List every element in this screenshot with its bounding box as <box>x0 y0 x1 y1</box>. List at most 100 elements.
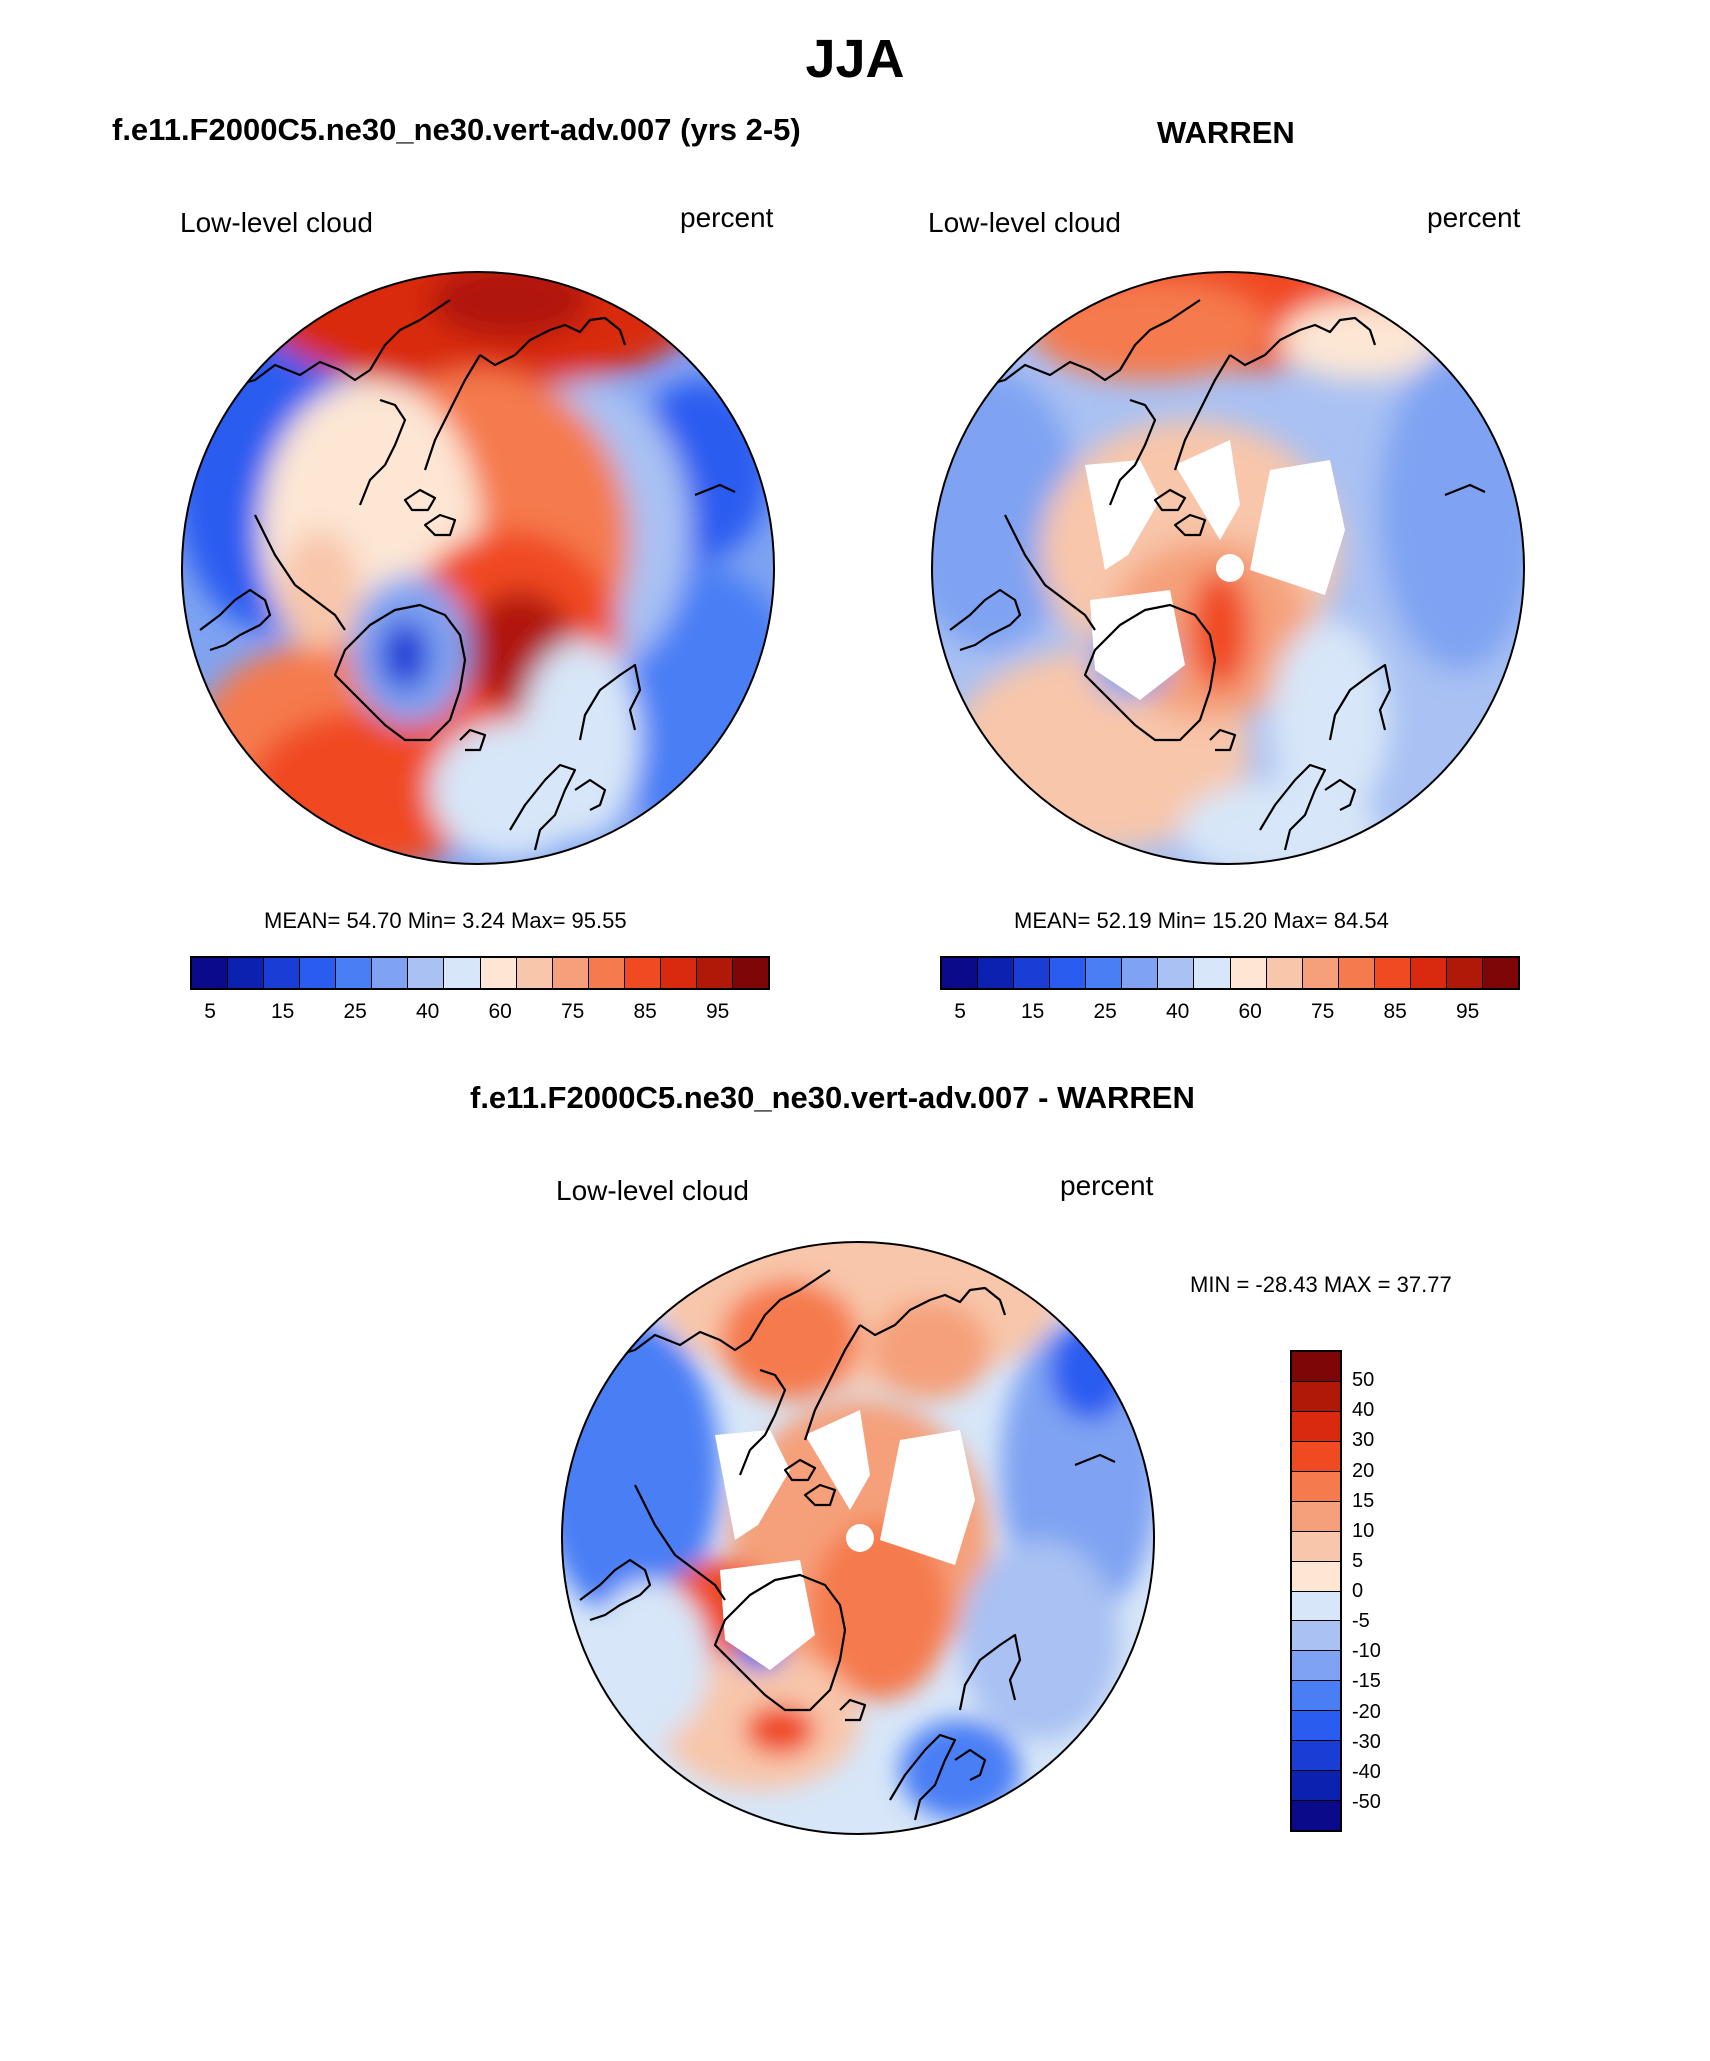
colorbar-tick-label: 25 <box>1093 1000 1117 1023</box>
colorbar-box <box>1086 958 1123 988</box>
colorbar-box <box>1050 958 1087 988</box>
colorbar-box <box>1292 1471 1340 1502</box>
colorbar-box <box>300 958 337 988</box>
panel-diff-stats: MIN = -28.43 MAX = 37.77 <box>1190 1272 1452 1297</box>
colorbar-obs <box>940 956 1520 990</box>
colorbar-box <box>336 958 373 988</box>
colorbar-tick-label: 10 <box>1352 1519 1375 1542</box>
colorbar-box <box>624 958 661 988</box>
colorbar-box <box>552 958 589 988</box>
colorbar-box <box>1230 958 1267 988</box>
colorbar-tick-label: 60 <box>1238 1000 1262 1023</box>
panel-model-variable: Low-level cloud <box>180 207 373 238</box>
colorbar-tick-label: 0 <box>1352 1580 1364 1602</box>
colorbar-box <box>228 958 265 988</box>
panel-obs-title: WARREN <box>1157 115 1295 150</box>
colorbar-tick-label: 50 <box>1352 1369 1375 1392</box>
map-obs <box>931 271 1525 865</box>
panel-obs-stats: MEAN= 52.19 Min= 15.20 Max= 84.54 <box>1014 908 1389 933</box>
colorbar-box <box>1292 1441 1340 1472</box>
colorbar-box <box>264 958 301 988</box>
colorbar-tick-label: 95 <box>705 1000 730 1023</box>
colorbar-tick-label: 40 <box>1165 1000 1190 1023</box>
colorbar-box <box>660 958 697 988</box>
colorbar-box <box>1158 958 1195 988</box>
colorbar-box <box>516 958 553 988</box>
colorbar-tick-label: 30 <box>1352 1429 1375 1452</box>
colorbar-tick-label: 60 <box>488 1000 512 1023</box>
colorbar-box <box>1292 1411 1340 1442</box>
colorbar-diff <box>1290 1350 1342 1832</box>
colorbar-tick-label: -20 <box>1352 1700 1381 1723</box>
colorbar-tick-label: 5 <box>1352 1549 1364 1572</box>
colorbar-box <box>1302 958 1339 988</box>
colorbar-box <box>1292 1621 1340 1652</box>
colorbar-tick-label: 85 <box>633 1000 657 1023</box>
colorbar-tick-label: 75 <box>1310 1000 1335 1023</box>
colorbar-tick-label: 85 <box>1383 1000 1407 1023</box>
map-diff <box>561 1241 1155 1835</box>
colorbar-box <box>1410 958 1447 988</box>
colorbar-box <box>1194 958 1231 988</box>
colorbar-box <box>1446 958 1483 988</box>
colorbar-tick-label: -15 <box>1352 1670 1381 1693</box>
colorbar-box <box>1292 1501 1340 1532</box>
colorbar-tick-label: 25 <box>343 1000 367 1023</box>
map-model <box>181 271 775 865</box>
colorbar-box <box>444 958 481 988</box>
colorbar-tick-label: -30 <box>1352 1730 1381 1753</box>
colorbar-box <box>1374 958 1411 988</box>
colorbar-box <box>1292 1561 1340 1592</box>
colorbar-box <box>1292 1352 1340 1382</box>
panel-diff-title: f.e11.F2000C5.ne30_ne30.vert-adv.007 - W… <box>470 1080 1195 1115</box>
colorbar-box <box>408 958 445 988</box>
colorbar-diff-labels: 50 40 30 20 15 10 5 0 -5 -10 -15 -20 -30 -40 -50 <box>1352 1350 1422 1832</box>
colorbar-box <box>588 958 625 988</box>
colorbar-box <box>942 958 979 988</box>
colorbar-tick-label: 40 <box>1352 1399 1375 1422</box>
colorbar-tick-label: 15 <box>1020 1000 1045 1023</box>
colorbar-box <box>1292 1681 1340 1712</box>
colorbar-obs-labels: 5 15 25 40 60 75 85 95 <box>940 1000 1520 1030</box>
colorbar-box <box>192 958 229 988</box>
colorbar-tick-label: 15 <box>270 1000 295 1023</box>
colorbar-tick-label: 95 <box>1455 1000 1480 1023</box>
colorbar-box <box>978 958 1015 988</box>
panel-model-stats: MEAN= 54.70 Min= 3.24 Max= 95.55 <box>264 908 627 933</box>
colorbar-box <box>732 958 768 988</box>
colorbar-box <box>1292 1711 1340 1742</box>
colorbar-box <box>1292 1531 1340 1562</box>
colorbar-tick-label: 5 <box>204 1000 216 1023</box>
colorbar-box <box>1292 1771 1340 1802</box>
panel-obs-variable: Low-level cloud <box>928 207 1121 238</box>
panel-diff-variable: Low-level cloud <box>556 1175 749 1206</box>
colorbar-box <box>1292 1741 1340 1772</box>
colorbar-tick-label: 20 <box>1352 1459 1375 1482</box>
colorbar-box <box>1292 1801 1340 1830</box>
colorbar-box <box>1266 958 1303 988</box>
colorbar-tick-label: -40 <box>1352 1760 1381 1783</box>
colorbar-box <box>1292 1381 1340 1412</box>
colorbar-tick-label: -50 <box>1352 1790 1381 1813</box>
colorbar-box <box>1338 958 1375 988</box>
panel-obs-units: percent <box>1427 202 1521 233</box>
colorbar-model <box>190 956 770 990</box>
colorbar-box <box>1122 958 1159 988</box>
colorbar-tick-label: -5 <box>1352 1610 1370 1633</box>
colorbar-box <box>1014 958 1051 988</box>
panel-model-units: percent <box>680 202 774 233</box>
colorbar-tick-label: 40 <box>415 1000 440 1023</box>
panel-diff-units: percent <box>1060 1170 1154 1201</box>
panel-model-title: f.e11.F2000C5.ne30_ne30.vert-adv.007 (yr… <box>112 112 801 147</box>
colorbar-tick-label: 5 <box>954 1000 966 1023</box>
page-title: JJA <box>805 29 905 89</box>
colorbar-box <box>1292 1651 1340 1682</box>
colorbar-box <box>1292 1591 1340 1622</box>
colorbar-box <box>480 958 517 988</box>
colorbar-box <box>1482 958 1518 988</box>
colorbar-tick-label: -10 <box>1352 1640 1381 1663</box>
colorbar-tick-label: 75 <box>560 1000 585 1023</box>
colorbar-tick-label: 15 <box>1352 1489 1375 1512</box>
colorbar-box <box>696 958 733 988</box>
colorbar-model-labels: 5 15 25 40 60 75 85 95 <box>190 1000 770 1030</box>
